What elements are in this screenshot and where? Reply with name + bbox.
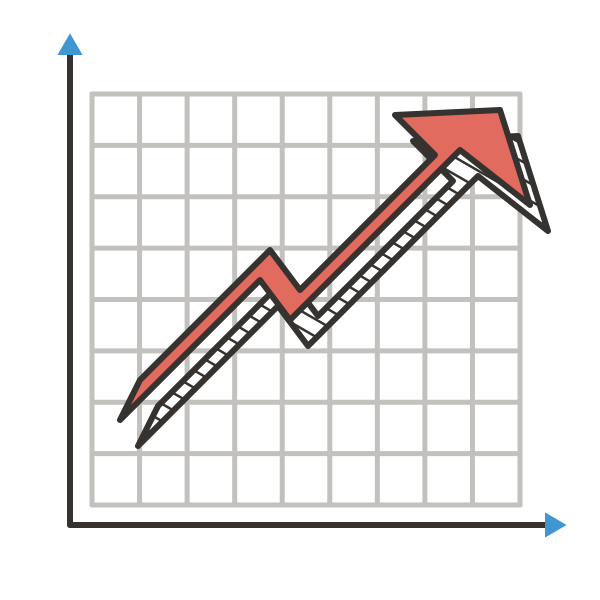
trend-arrow-icon [120, 110, 530, 420]
x-axis-arrowhead-icon [545, 512, 567, 537]
y-axis-arrowhead-icon [57, 33, 82, 55]
growth-chart [0, 0, 600, 600]
